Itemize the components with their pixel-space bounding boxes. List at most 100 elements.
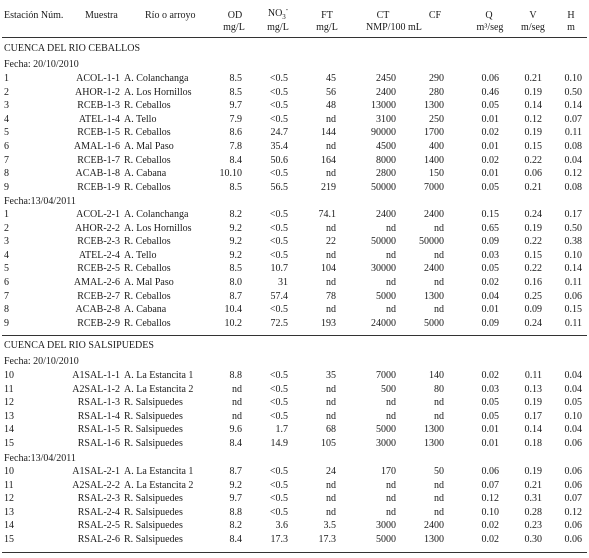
- cell-v: 0.24: [524, 209, 543, 220]
- header-estacion: Estación Núm.: [4, 10, 64, 21]
- cell-h: 0.04: [564, 424, 583, 436]
- cell-no3: <0.5: [269, 506, 288, 518]
- cell-ct: 30000: [371, 263, 396, 275]
- cell-ct: 3000: [376, 520, 396, 532]
- cell-q: 0.06: [481, 466, 500, 477]
- cell-no3: 50.6: [270, 154, 289, 166]
- cell-estacion: 9: [4, 181, 9, 193]
- cell-h: 0.10: [564, 73, 583, 84]
- cell-h: 0.38: [564, 236, 583, 248]
- cell-ft: nd: [326, 383, 336, 395]
- cell-ct: nd: [386, 479, 396, 491]
- cell-q: 0.10: [481, 506, 500, 518]
- cell-ct: 2400: [376, 86, 396, 98]
- cell-v: 0.17: [524, 410, 543, 422]
- cell-estacion: 12: [4, 397, 14, 409]
- cell-rio: A. Cabana: [124, 168, 167, 180]
- cell-od: 8.5: [229, 86, 243, 98]
- header-h-unit: m: [567, 22, 575, 33]
- header-ft: FT: [321, 10, 333, 21]
- cell-muestra: RCEB-2-5: [77, 263, 120, 275]
- cell-muestra: RSAL-2-6: [77, 534, 120, 545]
- cell-q: 0.01: [481, 304, 500, 316]
- cell-no3: <0.5: [269, 370, 288, 381]
- cell-ft: nd: [326, 168, 336, 180]
- cell-no3: <0.5: [269, 113, 288, 125]
- cell-no3: <0.5: [269, 383, 288, 395]
- cell-od: nd: [232, 410, 242, 422]
- cell-estacion: 11: [4, 383, 14, 395]
- cell-od: 8.5: [229, 181, 243, 193]
- cell-no3: <0.5: [269, 222, 288, 234]
- cell-q: 0.03: [481, 383, 500, 395]
- cell-no3: 24.7: [270, 127, 289, 139]
- bottom-rule: [2, 552, 587, 553]
- cell-h: 0.14: [564, 263, 583, 275]
- cell-muestra: ACOL-1-1: [76, 73, 120, 84]
- cell-no3: <0.5: [269, 86, 288, 98]
- cell-muestra: RCEB-2-7: [77, 290, 120, 302]
- cell-q: 0.46: [481, 86, 500, 98]
- cell-no3: <0.5: [269, 236, 288, 248]
- cell-v: 0.23: [524, 520, 543, 532]
- cell-estacion: 5: [4, 127, 9, 139]
- cell-estacion: 2: [4, 222, 9, 234]
- cell-v: 0.18: [524, 438, 543, 449]
- cell-estacion: 7: [4, 290, 9, 302]
- cell-od: 10.10: [219, 168, 243, 180]
- cell-v: 0.19: [524, 86, 543, 98]
- cell-ct: 3000: [376, 438, 396, 449]
- cell-q: 0.02: [481, 520, 500, 532]
- cell-ft: 48: [326, 100, 336, 112]
- cell-h: 0.08: [564, 141, 583, 152]
- cell-rio: A. La Estancita 1: [124, 466, 194, 477]
- cell-muestra: RSAL-1-6: [77, 438, 120, 449]
- header-q-unit: m³/seg: [476, 22, 504, 33]
- cell-cf: 80: [434, 383, 444, 395]
- cell-q: 0.06: [481, 73, 500, 84]
- cell-estacion: 1: [4, 73, 9, 84]
- cell-muestra: RSAL-1-5: [77, 424, 120, 436]
- cell-cf: 250: [429, 113, 444, 125]
- cell-ct: 5000: [376, 290, 396, 302]
- cell-estacion: 9: [4, 317, 9, 329]
- cell-no3: 56.5: [270, 181, 289, 193]
- cell-h: 0.05: [564, 397, 583, 409]
- cell-od: 8.0: [229, 277, 243, 288]
- cell-no3: 17.3: [270, 534, 289, 545]
- cell-q: 0.09: [481, 317, 500, 329]
- cell-ct: 7000: [376, 370, 396, 381]
- cell-no3: <0.5: [269, 249, 288, 261]
- cell-cf: nd: [434, 277, 444, 288]
- cell-estacion: 1: [4, 209, 9, 220]
- cell-q: 0.15: [481, 209, 500, 220]
- cell-cf: 50: [434, 466, 444, 477]
- cell-cf: nd: [434, 222, 444, 234]
- cell-no3: <0.5: [269, 100, 288, 112]
- cell-od: 8.4: [229, 154, 243, 166]
- cell-v: 0.22: [524, 263, 543, 275]
- cell-h: 0.07: [564, 493, 583, 505]
- cell-estacion: 12: [4, 493, 14, 505]
- cell-q: 0.02: [481, 277, 500, 288]
- cell-q: 0.01: [481, 113, 500, 125]
- cell-ct: 8000: [376, 154, 396, 166]
- cell-estacion: 15: [4, 438, 14, 449]
- cell-h: 0.11: [564, 277, 582, 288]
- cell-od: 8.4: [229, 534, 243, 545]
- cell-no3: <0.5: [269, 410, 288, 422]
- cell-no3: <0.5: [269, 73, 288, 84]
- cell-muestra: AMAL-1-6: [73, 141, 120, 152]
- date-label: Fecha: 20/10/2010: [4, 356, 79, 367]
- cell-muestra: RCEB-2-9: [77, 317, 120, 329]
- cell-od: 7.9: [229, 113, 243, 125]
- cell-q: 0.05: [481, 100, 500, 112]
- cell-cf: 1700: [424, 127, 444, 139]
- cell-cf: 7000: [424, 181, 444, 193]
- cell-estacion: 5: [4, 263, 9, 275]
- cell-q: 0.65: [481, 222, 500, 234]
- cell-ct: 5000: [376, 424, 396, 436]
- cell-rio: R. Ceballos: [124, 181, 171, 193]
- cell-ft: 17.3: [318, 534, 337, 545]
- cell-h: 0.12: [564, 168, 583, 180]
